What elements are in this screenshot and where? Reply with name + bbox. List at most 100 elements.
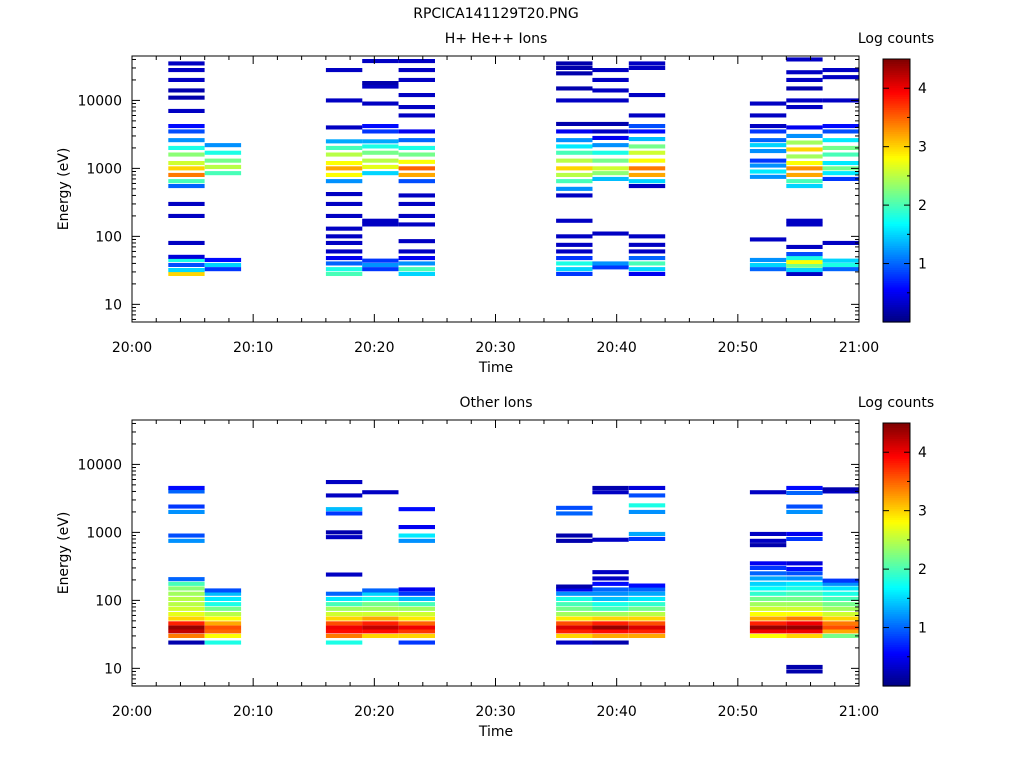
colorbar-swatch: [883, 530, 910, 534]
heatmap-cell: [168, 254, 205, 259]
colorbar-swatch: [883, 183, 910, 187]
heatmap-cell: [628, 633, 666, 638]
heatmap-cell: [556, 144, 593, 149]
colorbar-tick-label: 3: [918, 140, 927, 156]
heatmap-cell: [325, 152, 363, 157]
colorbar-tick-label: 4: [918, 445, 927, 461]
y-tick-label: 1000: [86, 525, 122, 541]
colorbar-swatch: [883, 142, 910, 146]
heatmap-cell: [362, 150, 399, 155]
heatmap-cell: [325, 511, 363, 516]
heatmap-cells: [168, 480, 859, 674]
heatmap-cell: [786, 633, 823, 638]
colorbar-swatch: [883, 203, 910, 207]
heatmap-cell: [628, 509, 666, 514]
heatmap-cell: [398, 596, 435, 601]
heatmap-cell: [398, 179, 435, 184]
heatmap-cell: [749, 538, 787, 543]
panel-title: H+ He++ Ions: [445, 31, 548, 47]
heatmap-cell: [204, 150, 242, 155]
heatmap-cell: [822, 616, 859, 621]
heatmap-cell: [325, 139, 363, 144]
colorbar-swatch: [883, 286, 910, 290]
colorbar-swatch: [883, 308, 910, 312]
heatmap-cell: [398, 77, 435, 82]
colorbar-swatch: [883, 295, 910, 299]
heatmap-cell: [556, 166, 593, 171]
heatmap-cell: [628, 158, 666, 163]
heatmap-cell: [556, 267, 593, 272]
heatmap-cell: [592, 143, 629, 148]
colorbar-swatch: [883, 122, 910, 126]
heatmap-cell: [398, 629, 435, 634]
colorbar-swatch: [883, 453, 910, 457]
heatmap-cell: [556, 242, 593, 247]
heatmap-cell: [786, 140, 823, 145]
heatmap-cell: [592, 88, 629, 93]
heatmap-cell: [628, 150, 666, 155]
heatmap-cell: [325, 192, 363, 197]
x-tick-label: 20:00: [112, 704, 152, 720]
colorbar-swatch: [883, 508, 910, 512]
heatmap-cell: [398, 533, 435, 538]
heatmap-cell: [362, 59, 399, 64]
heatmap-cell: [749, 174, 787, 179]
heatmap-cell: [398, 606, 435, 611]
colorbar-swatch: [883, 144, 910, 148]
colorbar-swatch: [883, 232, 910, 235]
heatmap-cell: [786, 531, 823, 536]
heatmap-cell: [749, 531, 787, 536]
colorbar-swatch: [883, 578, 910, 582]
heatmap-cell: [592, 98, 629, 103]
colorbar-swatch: [883, 190, 910, 194]
colorbar-swatch: [883, 611, 910, 615]
heatmap-cell: [786, 218, 823, 223]
colorbar-swatch: [883, 567, 910, 571]
colorbar-swatch: [883, 574, 910, 578]
colorbar-swatch: [883, 96, 910, 100]
heatmap-cell: [325, 240, 363, 245]
heatmap-cell: [822, 124, 859, 129]
heatmap-cell: [556, 256, 593, 261]
heatmap-cell: [325, 640, 363, 645]
colorbar-swatch: [883, 451, 910, 455]
heatmap-cell: [749, 149, 787, 154]
heatmap-cell: [398, 193, 435, 198]
heatmap-cell: [168, 581, 205, 586]
heatmap-cell: [628, 531, 666, 536]
colorbar-swatch: [883, 536, 910, 540]
x-tick-label: 20:50: [718, 704, 758, 720]
heatmap-cell: [168, 577, 205, 582]
heatmap-cell: [749, 237, 787, 242]
heatmap-cell: [362, 218, 399, 223]
y-tick-label: 100: [95, 593, 122, 609]
heatmap-cell: [325, 98, 363, 103]
heatmap-cell: [362, 81, 399, 86]
colorbar-swatch: [883, 83, 910, 86]
heatmap-cell: [628, 606, 666, 611]
colorbar-swatch: [883, 221, 910, 224]
heatmap-cell: [592, 537, 629, 542]
heatmap-cell: [398, 640, 435, 645]
heatmap-cell: [786, 263, 823, 268]
heatmap-cell: [168, 138, 205, 143]
heatmap-cell: [822, 629, 859, 634]
heatmap-cell: [628, 65, 666, 70]
x-tick-label: 20:40: [596, 340, 636, 356]
colorbar-swatch: [883, 431, 910, 435]
heatmap-cell: [592, 625, 629, 630]
heatmap-cell: [204, 171, 242, 176]
heatmap-cell: [362, 621, 399, 626]
colorbar-swatch: [883, 214, 910, 218]
heatmap-cell: [786, 252, 823, 257]
heatmap-cell: [786, 586, 823, 591]
heatmap-cell: [204, 262, 242, 267]
colorbar-swatch: [883, 120, 910, 124]
heatmap-cell: [592, 602, 629, 607]
heatmap-cell: [168, 271, 205, 276]
heatmap-cell: [749, 267, 787, 272]
colorbar-swatch: [883, 205, 910, 209]
heatmap-cell: [592, 621, 629, 626]
heatmap-cell: [786, 485, 823, 490]
heatmap-cell: [398, 507, 435, 512]
